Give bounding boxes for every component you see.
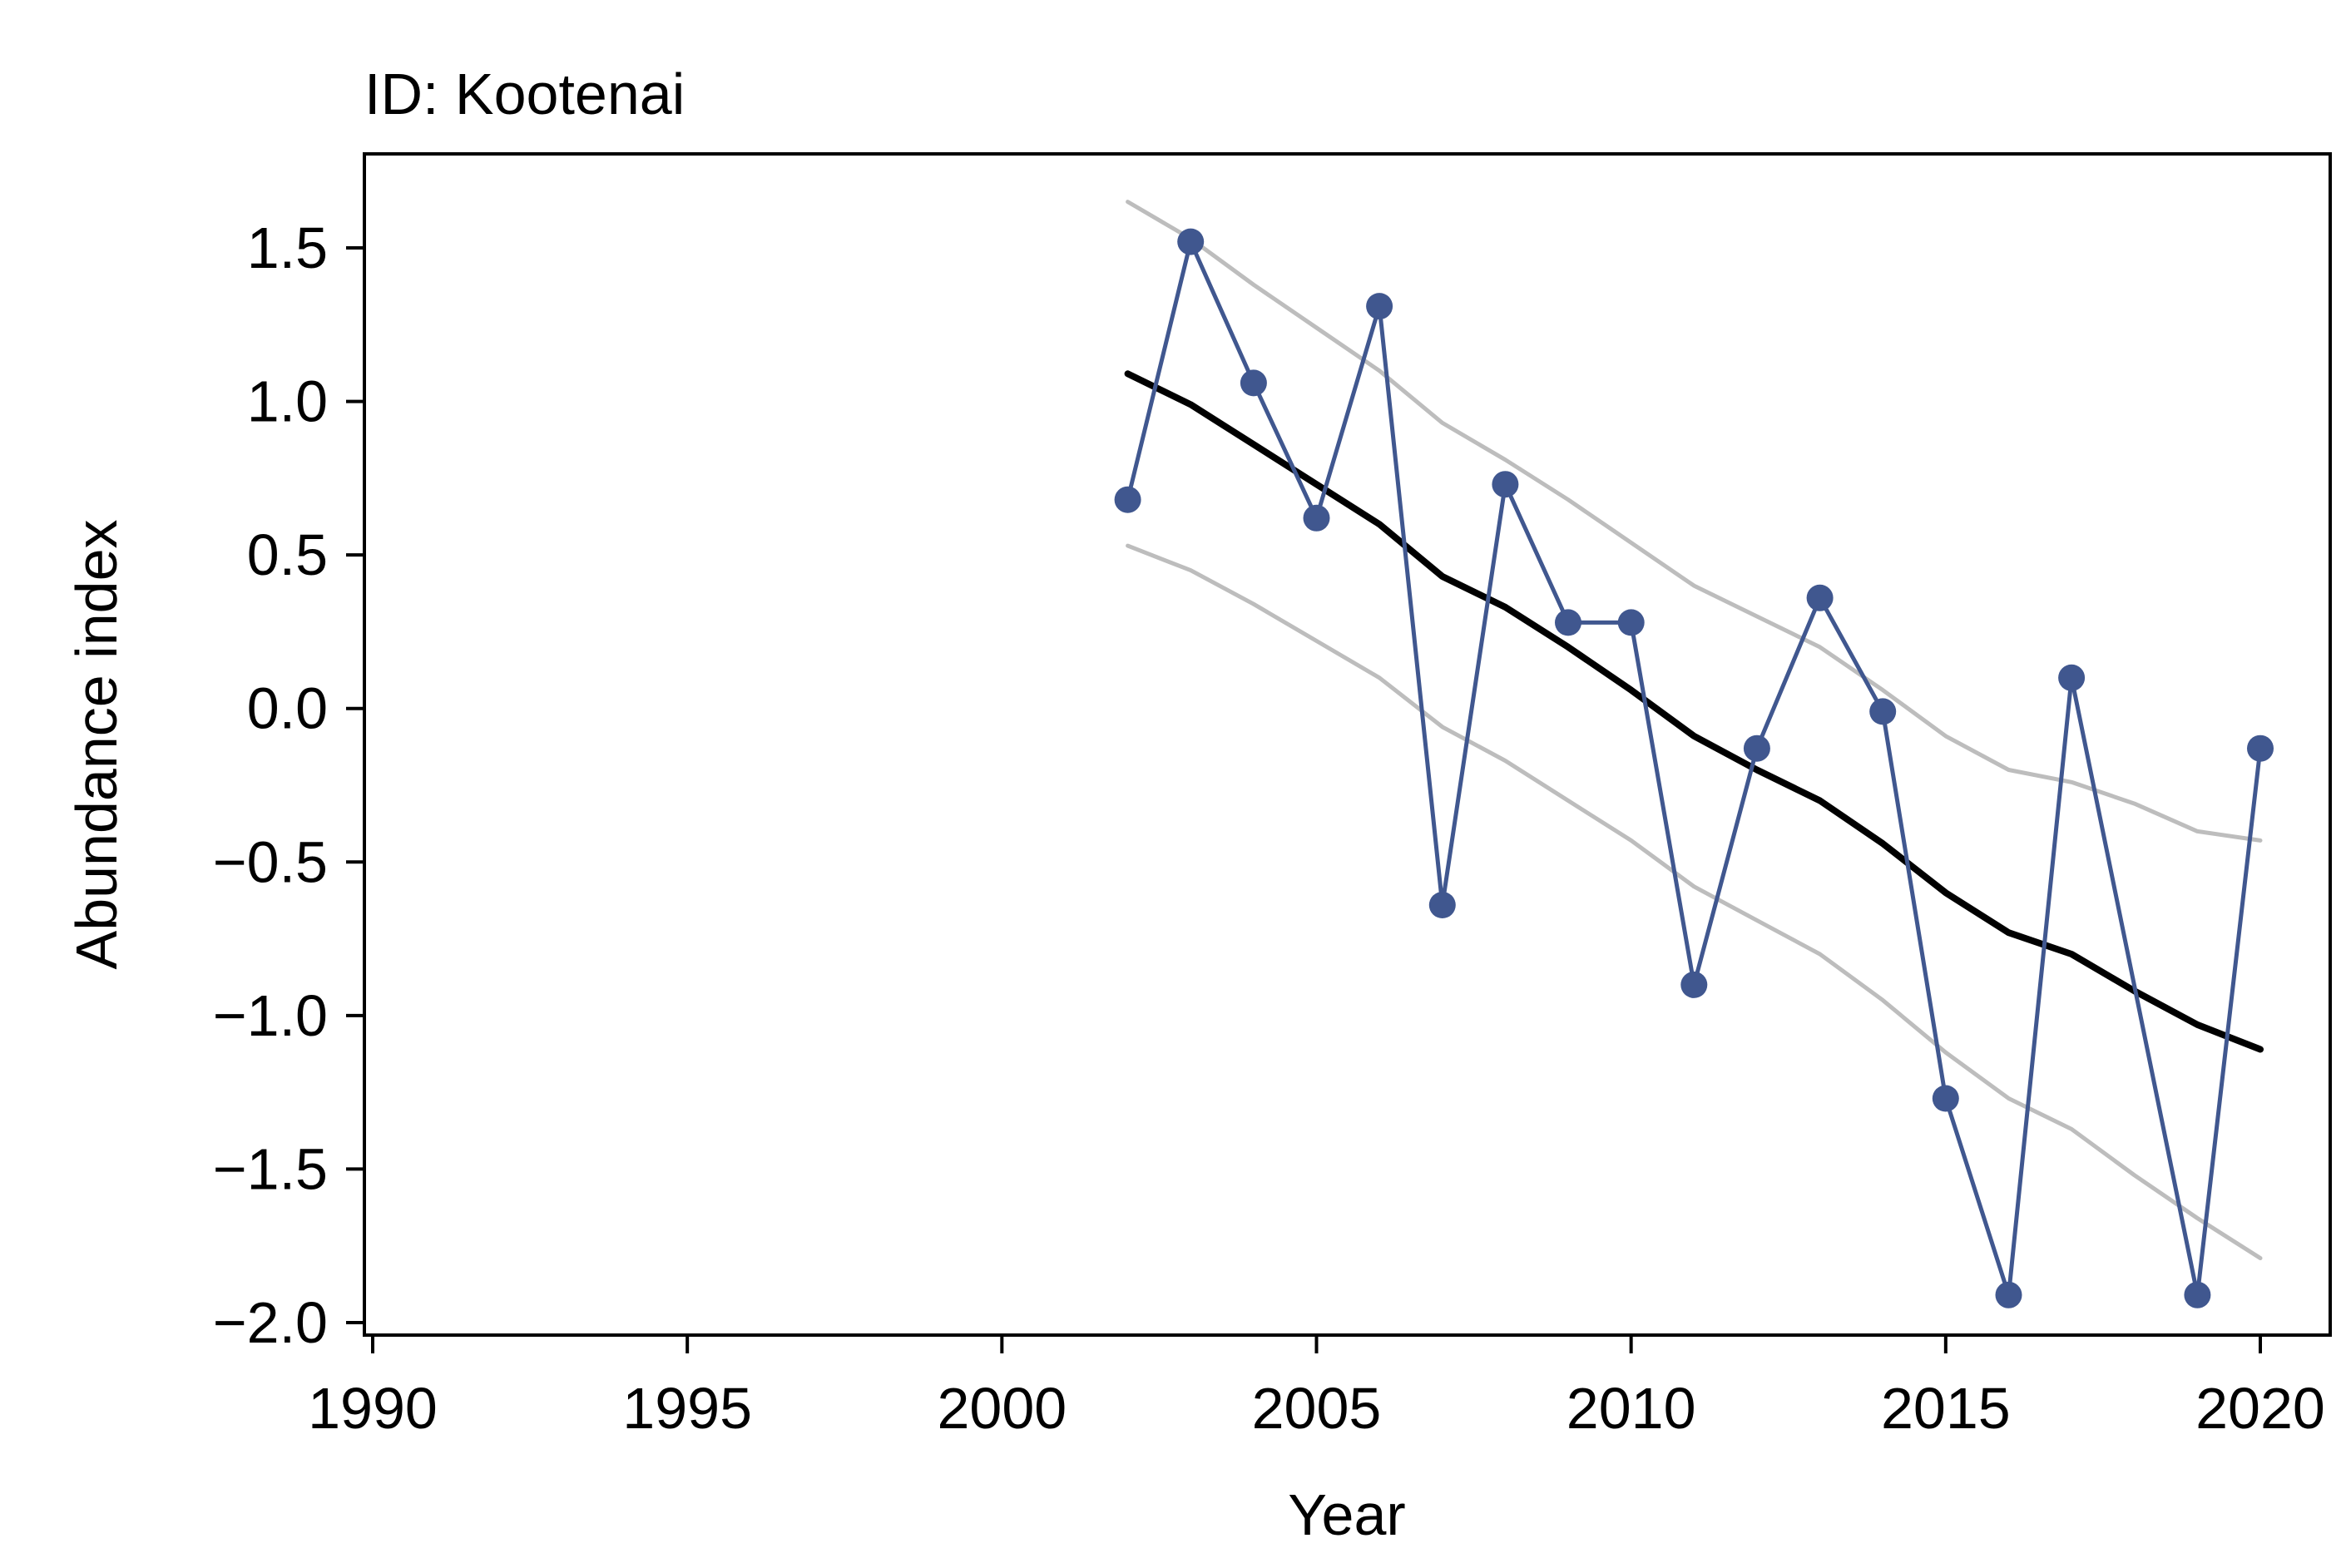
observed-point (1114, 486, 1141, 513)
x-tick-label: 2010 (1566, 1376, 1696, 1441)
observed-point (1240, 369, 1267, 397)
y-tick-label: −1.5 (213, 1136, 328, 1201)
observed-point (1366, 293, 1393, 320)
observed-point (1617, 609, 1645, 636)
observed-point (2247, 735, 2274, 762)
observed-point (1806, 584, 1834, 611)
x-axis-label: Year (1288, 1482, 1405, 1547)
observed-point (1869, 698, 1897, 725)
observed-point (1555, 609, 1581, 636)
upper-interval-line (1126, 200, 2263, 843)
y-tick-label: −2.0 (213, 1290, 328, 1355)
plot-frame (363, 152, 2332, 1337)
observed-point (1492, 471, 1519, 498)
observed-point (1177, 228, 1205, 255)
x-tick-label: 1995 (622, 1376, 752, 1441)
y-tick-label: 1.0 (247, 369, 328, 434)
y-axis: −2.0 −1.5 −1.0 −0.5 0.0 0.5 1.0 1.5 (213, 215, 366, 1355)
x-tick-label: 2015 (1881, 1376, 2011, 1441)
observed-point (1303, 504, 1330, 532)
x-tick-label: 1990 (308, 1376, 438, 1441)
x-axis: 1990 1995 2000 2005 2010 2015 2020 (308, 1333, 2325, 1441)
y-tick-label: 0.5 (247, 522, 328, 587)
lower-interval-line (1126, 543, 2263, 1260)
observed-point (2184, 1281, 2211, 1308)
y-axis-label: Abundance index (64, 520, 129, 970)
observed-series-line (1126, 240, 2263, 1298)
chart-title: ID: Kootenai (364, 62, 685, 126)
observed-point (1680, 971, 1708, 998)
y-tick-label: −0.5 (213, 829, 328, 894)
observed-point (1995, 1281, 2022, 1308)
observed-point (1428, 892, 1456, 918)
observed-point (1932, 1085, 1959, 1112)
x-tick-label: 2000 (937, 1376, 1067, 1441)
x-tick-label: 2005 (1252, 1376, 1382, 1441)
y-tick-label: 0.0 (247, 676, 328, 741)
observed-point (1743, 735, 1770, 762)
fitted-trend-line (1124, 370, 2264, 1053)
observed-point (2058, 664, 2086, 691)
x-tick-label: 2020 (2195, 1376, 2325, 1441)
y-tick-label: 1.5 (247, 215, 328, 280)
y-tick-label: −1.0 (213, 983, 328, 1048)
series-layer (1114, 200, 2274, 1308)
